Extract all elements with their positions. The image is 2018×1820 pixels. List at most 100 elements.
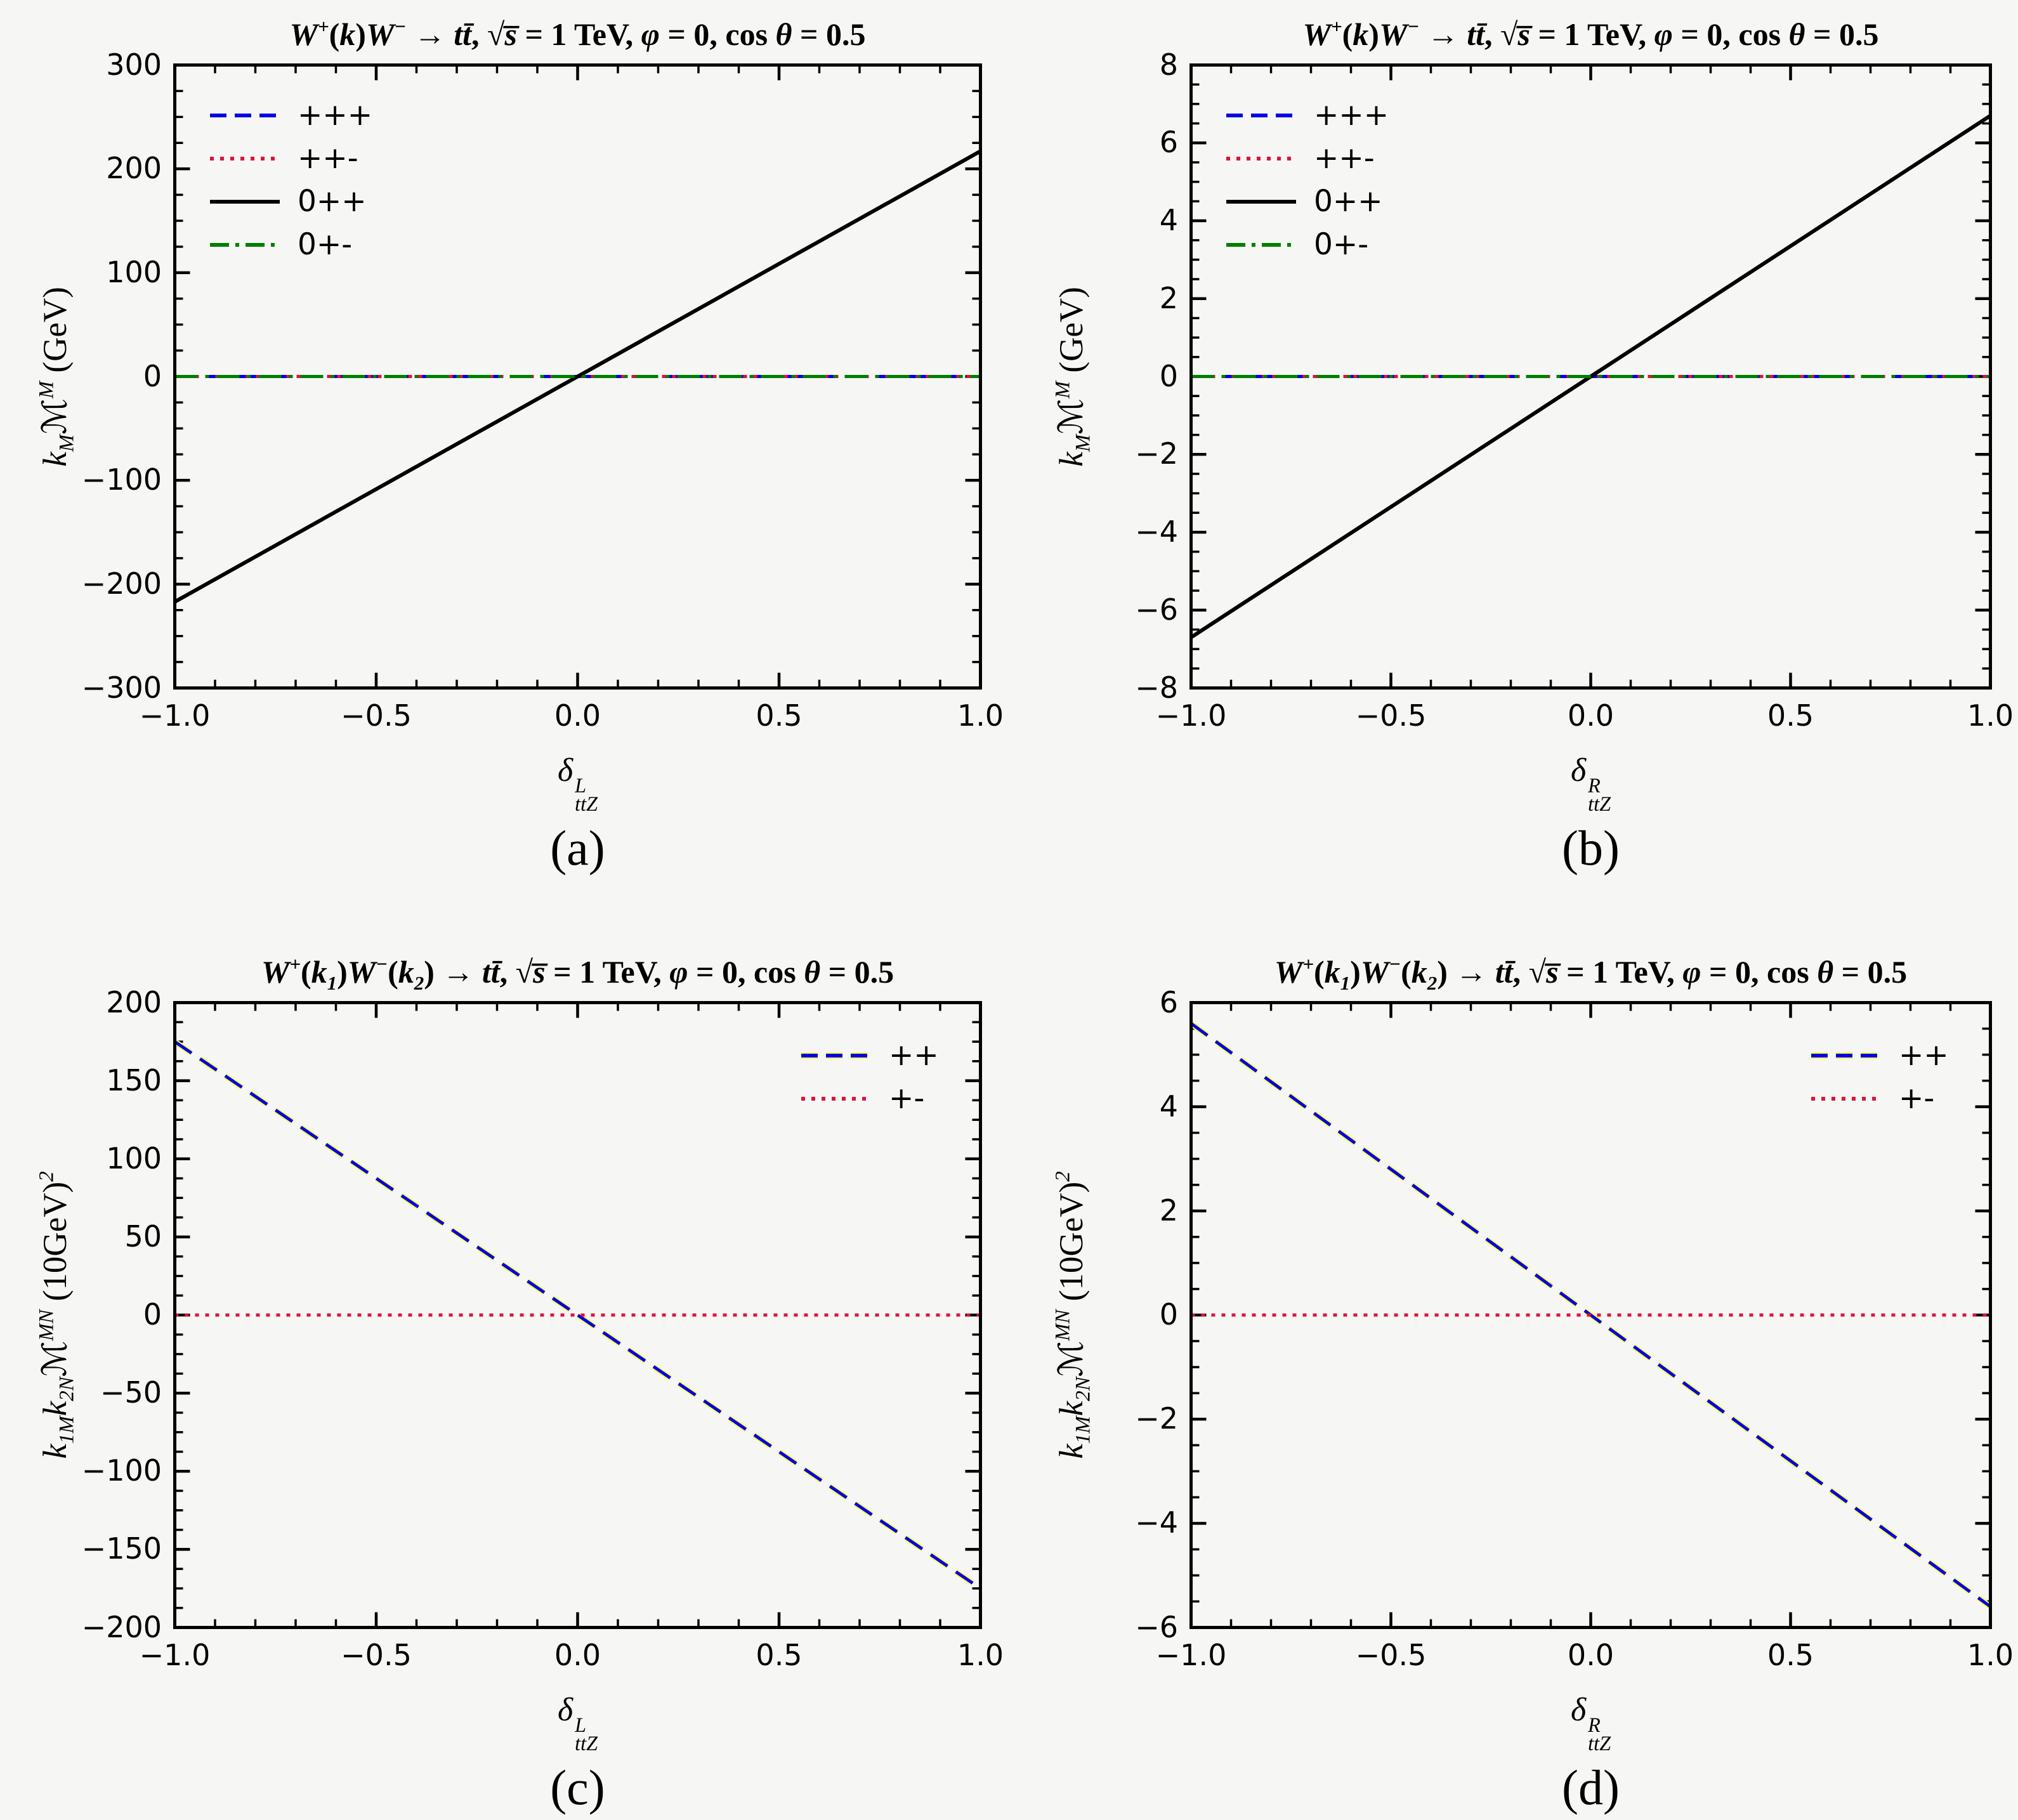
legend-item-label: 0+- [298,227,353,262]
x-tick-label: 1.0 [957,1638,1004,1672]
legend-item-label: ++ [1899,1038,1949,1073]
legend-item-label: +- [1899,1081,1935,1116]
legend: ++ +- [1811,1040,1949,1127]
y-tick-label: −6 [1135,1609,1178,1644]
panel-title: W+(k)W− → tt̄, √s̅ = 1 TeV, φ = 0, cos θ… [289,15,866,53]
legend-item-+++: +++ [210,100,372,130]
y-tick-label: −50 [100,1375,162,1410]
x-tick-label: 0.5 [756,1638,803,1672]
legend-item-0++: 0++ [210,187,372,216]
y-tick-label: −2 [1135,436,1178,471]
plot-area [1189,63,1992,690]
y-tick-label: −4 [1135,514,1178,549]
panel-caption: (a) [550,820,605,875]
minor-ticks [1191,1002,1991,1628]
legend-sample-line [1226,113,1296,117]
y-tick-label: 50 [124,1219,162,1254]
x-tick-label: 0.0 [554,1638,601,1672]
panel-title: W+(k)W− → tt̄, √s̅ = 1 TeV, φ = 0, cos θ… [1302,15,1879,53]
y-tick-label: −150 [81,1531,162,1566]
x-tick-label: 0.0 [1567,698,1615,733]
x-tick-label: 0.0 [1567,1638,1615,1672]
legend: +++ ++- 0++ 0+- [210,100,372,273]
legend-item-label: ++ [889,1038,939,1073]
legend-item-label: ++- [298,141,358,176]
x-tick-label: 0.5 [756,698,803,733]
y-tick-label: −8 [1135,670,1178,705]
legend-item-label: ++- [1314,141,1375,176]
y-tick-label: 100 [106,254,162,289]
plot-area [1189,1001,1992,1629]
x-tick-label: −1.0 [139,698,211,733]
y-tick-label: −100 [81,462,162,497]
legend-sample-line [801,1052,871,1059]
x-tick-label: 1.0 [1967,1638,2014,1672]
series-line-++ [176,1040,979,1590]
legend-item-label: 0++ [1314,184,1383,219]
y-tick-label: −300 [81,670,162,705]
x-tick-label: 0.0 [554,698,601,733]
panel-title: W+(k1)W−(k2) → tt̄, √s̅ = 1 TeV, φ = 0, … [261,953,894,995]
legend-item-+++: +++ [1226,100,1389,130]
y-tick-label: 300 [106,47,162,82]
x-tick-label: 0.5 [1767,1638,1814,1672]
legend-item-++-: ++- [1226,143,1389,173]
plot-area [173,1001,982,1629]
legend-sample-line [1226,242,1296,247]
x-tick-label: 0.5 [1767,698,1814,733]
panel-caption: (b) [1562,820,1620,875]
legend-sample-line [210,113,280,117]
legend: +++ ++- 0++ 0+- [1226,100,1389,273]
series-line-0++ [176,150,979,603]
y-tick-label: 0 [143,358,162,393]
plot-area [173,63,982,690]
x-tick-label: −0.5 [1355,698,1427,733]
y-tick-label: −100 [81,1453,162,1488]
y-tick-label: 200 [106,151,162,186]
y-tick-label: 2 [1159,280,1178,315]
y-tick-label: 0 [1159,358,1178,393]
legend-item-0+-: 0+- [210,230,372,259]
major-ticks [1189,63,1992,690]
x-tick-label: −0.5 [1355,1638,1427,1672]
legend-item-++: ++ [801,1040,939,1070]
legend-item-+-: +- [801,1083,939,1113]
y-tick-label: −2 [1135,1401,1178,1436]
minor-ticks [174,65,981,688]
y-tick-label: 0 [143,1297,162,1332]
legend-sample-line [1811,1052,1881,1059]
legend-sample-line [1811,1096,1881,1101]
legend-item-0+-: 0+- [1226,230,1389,259]
y-tick-label: 200 [106,985,162,1019]
y-tick-label: −200 [81,566,162,601]
y-tick-label: 0 [1159,1297,1178,1332]
x-tick-label: 1.0 [1967,698,2014,733]
x-tick-label: −0.5 [341,1638,412,1672]
y-tick-label: 100 [106,1141,162,1175]
legend-item-0++: 0++ [1226,187,1389,216]
legend-item-label: 0+- [1314,227,1369,262]
legend-item-label: +++ [298,98,373,133]
legend-sample-line [210,156,280,160]
legend-item-+-: +- [1811,1083,1949,1113]
legend-sample-line [1226,156,1296,160]
y-tick-label: 4 [1159,203,1178,237]
minor-ticks [174,1002,981,1628]
legend-item-label: 0++ [298,184,367,219]
legend-sample-line [1226,199,1296,204]
x-tick-label: 1.0 [957,698,1004,733]
minor-ticks [1191,65,1991,688]
y-tick-label: −4 [1135,1505,1178,1540]
y-tick-label: 6 [1159,125,1178,160]
legend-item-label: +- [889,1081,925,1116]
y-tick-label: −6 [1135,592,1178,627]
x-tick-label: −1.0 [1155,698,1227,733]
